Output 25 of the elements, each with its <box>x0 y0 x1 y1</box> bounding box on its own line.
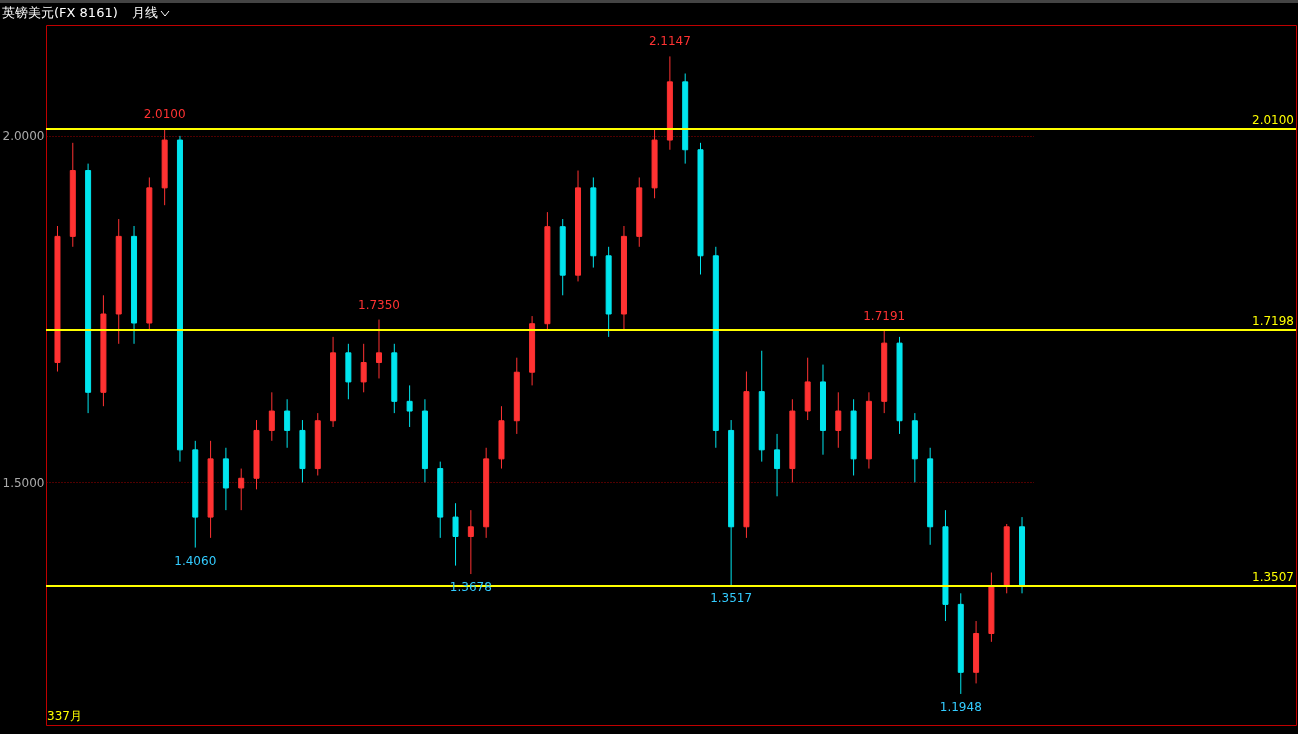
candlestick <box>360 343 367 393</box>
annotation: 1.4060 <box>174 553 217 568</box>
annotation: 1.7191 <box>863 308 906 323</box>
annotation: 2.1147 <box>648 34 691 49</box>
candlestick <box>284 398 291 449</box>
ref-line-label: 1.7198 <box>1252 314 1294 329</box>
candlestick <box>375 319 382 379</box>
y-tick-label: 1.5000 <box>2 475 45 490</box>
annotation: 2.0100 <box>143 106 186 121</box>
candlestick <box>238 468 245 511</box>
candlestick <box>452 502 459 567</box>
ref-line-label: 1.3507 <box>1252 569 1294 584</box>
candlestick <box>774 433 781 497</box>
annotation: 1.7350 <box>357 297 400 312</box>
annotation: 1.1948 <box>939 699 982 714</box>
annotation: 1.3517 <box>710 591 753 606</box>
chart-title: 英镑美元(FX 8161) <box>2 4 118 22</box>
ref-line-label: 2.0100 <box>1252 112 1294 127</box>
candlestick <box>268 391 275 442</box>
candlestick <box>406 384 413 428</box>
annotation: 337月 <box>47 709 82 723</box>
y-tick-label: 2.0000 <box>2 129 45 144</box>
candlestick <box>467 509 474 575</box>
chart-subtitle: 月线 <box>131 4 159 22</box>
candlestick <box>835 391 842 449</box>
